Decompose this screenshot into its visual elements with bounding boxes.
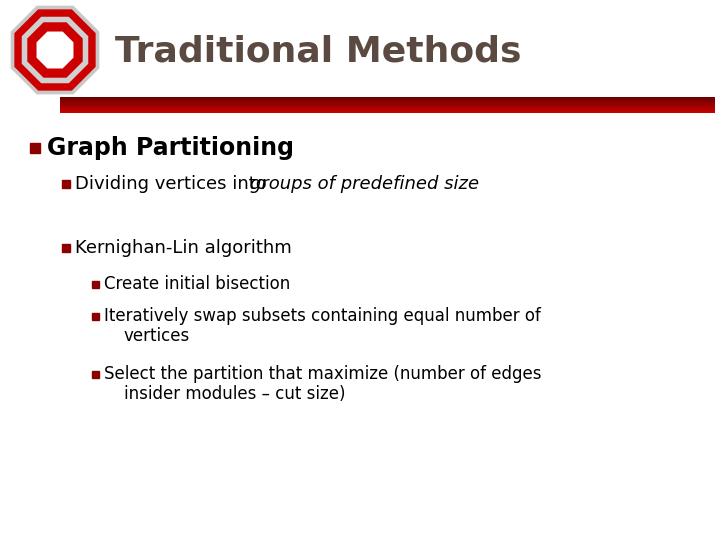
Text: groups of predefined size: groups of predefined size [250, 175, 479, 193]
Text: Iteratively swap subsets containing equal number of: Iteratively swap subsets containing equa… [104, 307, 541, 325]
Bar [60, 108, 715, 109]
Bar [60, 105, 715, 106]
Bar [60, 111, 715, 112]
Bar [60, 98, 715, 99]
Bar [60, 110, 715, 111]
Polygon shape [37, 31, 73, 69]
Bar [60, 112, 715, 113]
Bar [30, 143, 40, 153]
Text: Traditional Methods: Traditional Methods [115, 35, 521, 69]
Polygon shape [11, 5, 99, 94]
Bar [60, 107, 715, 108]
Bar [92, 280, 99, 287]
Text: Dividing vertices into: Dividing vertices into [75, 175, 272, 193]
Bar [60, 106, 715, 107]
Text: Graph Partitioning: Graph Partitioning [47, 136, 294, 160]
Bar [92, 313, 99, 320]
Text: Select the partition that maximize (number of edges: Select the partition that maximize (numb… [104, 365, 541, 383]
Polygon shape [14, 9, 96, 91]
Text: Kernighan-Lin algorithm: Kernighan-Lin algorithm [75, 239, 292, 257]
Bar [60, 100, 715, 101]
Bar [62, 244, 70, 252]
Text: vertices: vertices [124, 327, 190, 345]
Bar [60, 101, 715, 102]
Bar [60, 109, 715, 110]
Bar [60, 103, 715, 104]
Polygon shape [27, 22, 83, 78]
Bar [60, 102, 715, 103]
Bar [92, 370, 99, 377]
Bar [62, 180, 70, 188]
Bar [60, 97, 715, 98]
Text: Create initial bisection: Create initial bisection [104, 275, 290, 293]
Polygon shape [22, 17, 89, 83]
Bar [60, 104, 715, 105]
Bar [60, 99, 715, 100]
Text: insider modules – cut size): insider modules – cut size) [124, 385, 346, 403]
